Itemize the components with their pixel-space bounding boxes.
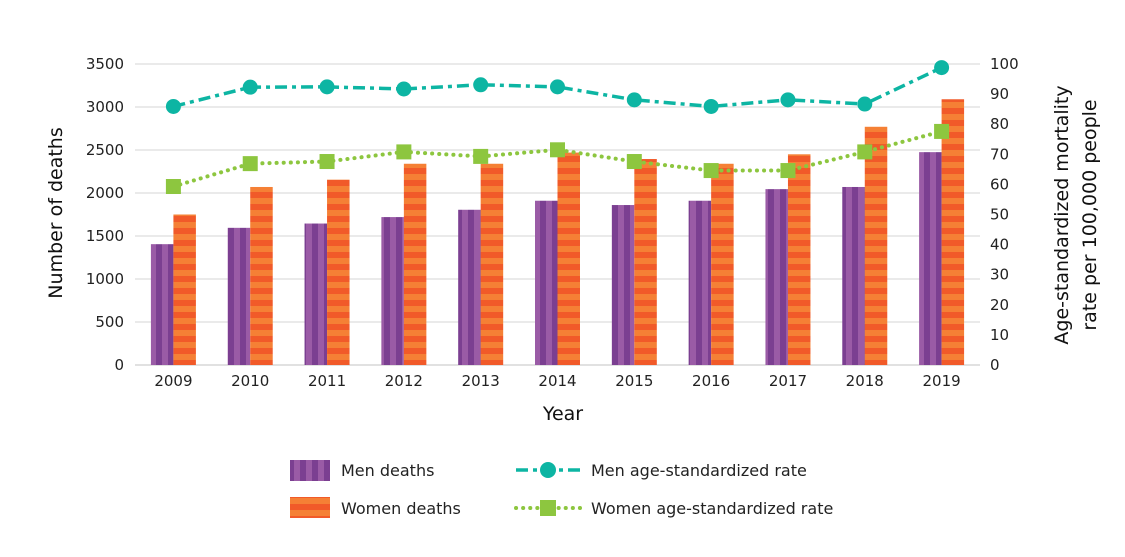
y2-tick-label: 0 bbox=[990, 356, 1000, 374]
x-tick-label: 2011 bbox=[308, 372, 346, 390]
bar-women-deaths bbox=[787, 154, 811, 365]
bar-women-deaths bbox=[480, 163, 504, 365]
x-tick-label: 2015 bbox=[615, 372, 653, 390]
line-women-rate bbox=[171, 129, 944, 189]
marker-women-rate bbox=[626, 154, 642, 170]
legend-marker-women-rate bbox=[540, 500, 556, 516]
bar-men-deaths bbox=[688, 200, 712, 365]
y-axis-title: Number of deaths bbox=[45, 127, 67, 299]
x-tick-label: 2010 bbox=[231, 372, 269, 390]
bar-men-deaths bbox=[919, 152, 942, 365]
y2-tick-label: 100 bbox=[990, 55, 1019, 73]
bar-men-deaths bbox=[304, 223, 328, 365]
legend-marker-men-rate bbox=[540, 462, 556, 478]
y2-axis-title-line1: Age-standardized mortality bbox=[1051, 85, 1073, 344]
marker-women-rate bbox=[780, 163, 796, 179]
bar-men-deaths bbox=[535, 200, 558, 365]
y-tick-label: 500 bbox=[95, 313, 124, 331]
marker-women-rate bbox=[319, 154, 335, 170]
marker-women-rate bbox=[396, 144, 412, 160]
bar-men-deaths bbox=[458, 209, 481, 365]
x-tick-label: 2014 bbox=[538, 372, 576, 390]
ticks: 0 500 1000 1500 2000 2500 3000 3500 0 10 20 30 40 50 6… bbox=[86, 55, 1019, 390]
y2-tick-label: 60 bbox=[990, 175, 1009, 193]
bar-women-deaths bbox=[864, 126, 888, 365]
bar-women-deaths bbox=[327, 179, 350, 365]
bar-women-deaths bbox=[403, 163, 427, 365]
marker-men-rate bbox=[165, 98, 181, 114]
bar-women-deaths bbox=[173, 214, 196, 365]
marker-women-rate bbox=[857, 144, 873, 160]
y2-tick-label: 50 bbox=[990, 206, 1009, 224]
x-tick-label: 2017 bbox=[769, 372, 807, 390]
marker-men-rate bbox=[242, 79, 258, 95]
y2-tick-label: 80 bbox=[990, 115, 1009, 133]
x-tick-label: 2009 bbox=[154, 372, 192, 390]
marker-women-rate bbox=[242, 156, 258, 172]
lines bbox=[165, 60, 950, 195]
legend-label-women-rate: Women age-standardized rate bbox=[591, 499, 833, 518]
marker-men-rate bbox=[396, 81, 412, 97]
legend: Men deaths Women deaths Men age-standard… bbox=[290, 460, 833, 518]
marker-men-rate bbox=[934, 60, 950, 76]
y2-tick-label: 30 bbox=[990, 266, 1009, 284]
bar-women-deaths bbox=[711, 163, 734, 365]
legend-label-women-deaths: Women deaths bbox=[341, 499, 461, 518]
marker-men-rate bbox=[319, 79, 335, 95]
bar-women-deaths bbox=[557, 152, 580, 365]
marker-women-rate bbox=[703, 163, 719, 179]
x-tick-label: 2016 bbox=[692, 372, 730, 390]
bar-men-deaths bbox=[381, 217, 404, 365]
marker-women-rate bbox=[473, 148, 489, 164]
marker-women-rate bbox=[934, 123, 950, 139]
y-tick-label: 2000 bbox=[86, 184, 124, 202]
y2-tick-label: 20 bbox=[990, 296, 1009, 314]
y-tick-label: 1000 bbox=[86, 270, 124, 288]
bar-men-deaths bbox=[611, 205, 635, 365]
marker-men-rate bbox=[550, 79, 565, 95]
marker-men-rate bbox=[780, 92, 796, 108]
x-tick-label: 2012 bbox=[385, 372, 423, 390]
bar-men-deaths bbox=[227, 227, 251, 365]
legend-label-men-rate: Men age-standardized rate bbox=[591, 461, 807, 480]
marker-women-rate bbox=[165, 179, 181, 195]
marker-men-rate bbox=[473, 77, 489, 93]
line-men-rate bbox=[172, 66, 943, 109]
y2-tick-label: 40 bbox=[990, 236, 1009, 254]
marker-men-rate bbox=[626, 92, 642, 108]
x-tick-label: 2019 bbox=[922, 372, 960, 390]
y-tick-label: 3500 bbox=[86, 55, 124, 73]
y2-axis-title-line2: rate per 100,000 people bbox=[1079, 99, 1101, 330]
marker-women-rate bbox=[550, 142, 565, 158]
x-axis-title: Year bbox=[542, 403, 583, 425]
x-tick-label: 2018 bbox=[846, 372, 884, 390]
y-tick-label: 3000 bbox=[86, 98, 124, 116]
bar-men-deaths bbox=[150, 244, 174, 365]
y2-tick-label: 90 bbox=[990, 85, 1009, 103]
bar-women-deaths bbox=[941, 99, 965, 365]
marker-men-rate bbox=[703, 98, 719, 114]
y-tick-label: 1500 bbox=[86, 227, 124, 245]
legend-label-men-deaths: Men deaths bbox=[341, 461, 434, 480]
bar-men-deaths bbox=[765, 189, 788, 365]
y-tick-label: 2500 bbox=[86, 141, 124, 159]
y2-tick-label: 70 bbox=[990, 145, 1009, 163]
bar-men-deaths bbox=[842, 186, 865, 365]
y-tick-label: 0 bbox=[114, 356, 124, 374]
y2-tick-label: 10 bbox=[990, 326, 1009, 344]
bar-women-deaths bbox=[634, 159, 657, 365]
bars bbox=[150, 99, 965, 365]
marker-men-rate bbox=[857, 96, 873, 112]
x-tick-label: 2013 bbox=[462, 372, 500, 390]
legend-swatch-women-deaths bbox=[290, 497, 330, 518]
legend-swatch-men-deaths bbox=[290, 460, 330, 481]
bar-women-deaths bbox=[250, 186, 273, 365]
